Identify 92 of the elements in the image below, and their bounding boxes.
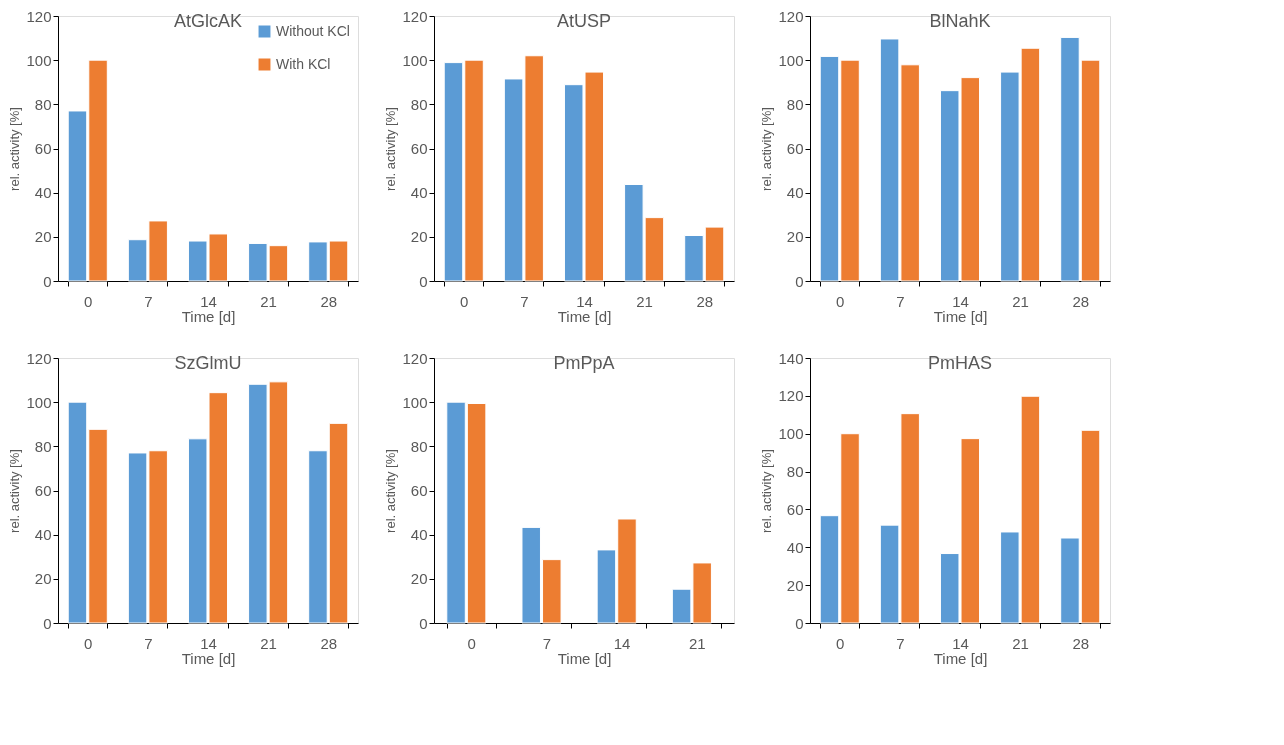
y-tick-label: 100 bbox=[26, 51, 52, 69]
y-tick-label: 40 bbox=[786, 538, 804, 556]
x-tick-label: 28 bbox=[1072, 292, 1090, 310]
x-tick-label: 14 bbox=[613, 634, 631, 652]
y-tick-label: 20 bbox=[34, 570, 52, 588]
x-tick-label: 14 bbox=[200, 634, 217, 652]
y-tick-label: 100 bbox=[402, 51, 428, 69]
y-tick-label: 20 bbox=[786, 228, 804, 246]
y-tick-label: 120 bbox=[778, 387, 804, 405]
x-tick-label: 21 bbox=[1012, 292, 1029, 310]
y-tick-label: 80 bbox=[34, 95, 52, 113]
chart-title: PmPpA bbox=[553, 353, 615, 373]
y-tick-label: 80 bbox=[786, 95, 804, 113]
x-tick-label: 7 bbox=[896, 292, 905, 310]
y-axis-title: rel. activity [%] bbox=[759, 107, 775, 191]
y-tick-label: 0 bbox=[43, 272, 52, 290]
x-tick-label: 21 bbox=[260, 634, 277, 652]
x-axis-title: Time [d] bbox=[557, 307, 612, 325]
x-tick-label: 14 bbox=[952, 292, 969, 310]
y-tick-label: 100 bbox=[402, 393, 428, 411]
chart-title: SzGlmU bbox=[174, 353, 242, 373]
x-axis-title: Time [d] bbox=[933, 649, 988, 667]
y-tick-label: 0 bbox=[795, 614, 804, 632]
y-tick-label: 40 bbox=[410, 526, 428, 544]
y-tick-label: 120 bbox=[402, 349, 428, 367]
chart-title: PmHAS bbox=[927, 353, 993, 373]
y-tick-label: 40 bbox=[786, 184, 804, 202]
x-tick-label: 0 bbox=[84, 634, 93, 652]
x-tick-label: 21 bbox=[260, 292, 277, 310]
y-tick-label: 60 bbox=[34, 140, 52, 157]
x-tick-label: 0 bbox=[836, 292, 845, 310]
y-tick-label: 40 bbox=[410, 184, 428, 202]
x-tick-label: 0 bbox=[460, 292, 469, 310]
y-tick-label: 0 bbox=[43, 614, 52, 632]
x-tick-label: 21 bbox=[1012, 634, 1029, 652]
y-tick-label: 80 bbox=[786, 463, 804, 481]
x-tick-label: 14 bbox=[952, 634, 969, 652]
x-tick-label: 21 bbox=[688, 634, 706, 652]
y-tick-label: 60 bbox=[410, 140, 428, 157]
x-tick-label: 28 bbox=[320, 292, 338, 310]
y-tick-label: 20 bbox=[410, 228, 428, 246]
y-tick-label: 120 bbox=[402, 7, 428, 25]
y-tick-label: 60 bbox=[410, 482, 428, 499]
x-axis-title: Time [d] bbox=[933, 307, 988, 325]
y-axis-title: rel. activity [%] bbox=[383, 449, 399, 533]
x-tick-label: 7 bbox=[520, 292, 529, 310]
x-tick-label: 7 bbox=[896, 634, 905, 652]
y-tick-label: 20 bbox=[34, 228, 52, 246]
y-tick-label: 20 bbox=[410, 570, 428, 588]
x-tick-label: 0 bbox=[836, 634, 845, 652]
x-axis-title: Time [d] bbox=[557, 649, 612, 667]
y-tick-label: 0 bbox=[795, 272, 804, 290]
x-tick-label: 28 bbox=[1072, 634, 1090, 652]
y-tick-label: 0 bbox=[419, 614, 428, 632]
y-tick-label: 120 bbox=[26, 7, 52, 25]
y-axis-title: rel. activity [%] bbox=[759, 449, 775, 533]
y-tick-label: 140 bbox=[778, 349, 804, 367]
y-tick-label: 80 bbox=[34, 437, 52, 455]
y-axis-title: rel. activity [%] bbox=[383, 107, 399, 191]
x-tick-label: 21 bbox=[636, 292, 653, 310]
y-tick-label: 60 bbox=[34, 482, 52, 499]
y-tick-label: 40 bbox=[34, 526, 52, 544]
x-tick-label: 7 bbox=[144, 292, 153, 310]
x-axis-title: Time [d] bbox=[181, 649, 236, 667]
y-tick-label: 20 bbox=[786, 576, 804, 594]
chart-title: BlNahK bbox=[929, 11, 991, 31]
legend-label: Without KCl bbox=[276, 22, 350, 39]
x-tick-label: 7 bbox=[144, 634, 153, 652]
legend-label: With KCl bbox=[276, 55, 331, 72]
y-tick-label: 80 bbox=[410, 437, 428, 455]
x-axis-title: Time [d] bbox=[181, 307, 236, 325]
y-tick-label: 40 bbox=[34, 184, 52, 202]
chart-title: AtUSP bbox=[556, 11, 612, 31]
y-tick-label: 80 bbox=[410, 95, 428, 113]
y-tick-label: 100 bbox=[26, 393, 52, 411]
x-tick-label: 28 bbox=[696, 292, 714, 310]
chart-title: AtGlcAK bbox=[173, 11, 243, 31]
x-tick-label: 0 bbox=[467, 634, 476, 652]
x-tick-label: 0 bbox=[84, 292, 93, 310]
y-tick-label: 60 bbox=[786, 500, 804, 518]
y-tick-label: 100 bbox=[778, 51, 804, 69]
y-tick-label: 120 bbox=[26, 349, 52, 367]
x-tick-label: 7 bbox=[542, 634, 552, 652]
y-tick-label: 100 bbox=[778, 425, 804, 443]
y-tick-label: 120 bbox=[778, 7, 804, 25]
x-tick-label: 14 bbox=[576, 292, 593, 310]
x-tick-label: 14 bbox=[200, 292, 217, 310]
y-tick-label: 60 bbox=[786, 140, 804, 157]
y-axis-title: rel. activity [%] bbox=[7, 449, 23, 533]
x-tick-label: 28 bbox=[320, 634, 338, 652]
y-axis-title: rel. activity [%] bbox=[7, 107, 23, 191]
y-tick-label: 0 bbox=[419, 272, 428, 290]
